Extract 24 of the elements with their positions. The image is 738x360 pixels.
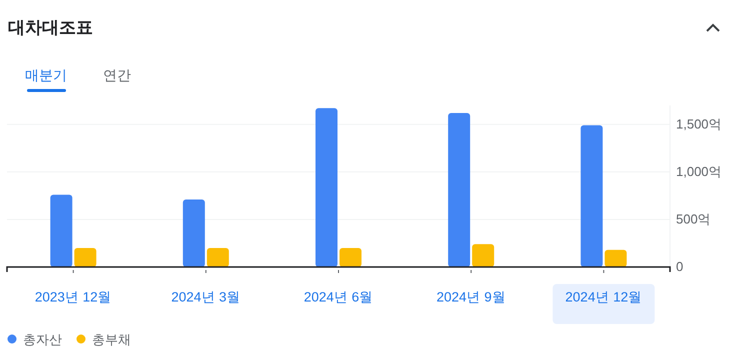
text: 매분기: [25, 67, 67, 83]
bar: [74, 248, 96, 267]
x-tick-label: 2024년 3월: [171, 290, 241, 305]
text: 연간: [103, 67, 131, 83]
legend-label: 총부채: [92, 332, 131, 347]
bar: [580, 125, 603, 267]
x-tick-label: 2024년 12월: [565, 290, 642, 305]
y-tick-label: 1,000억: [676, 164, 722, 180]
bar: [472, 244, 494, 267]
bar: [448, 112, 470, 267]
y-tick-label: 500억: [676, 212, 711, 227]
y-tick-label: 1,500억: [676, 116, 722, 132]
chart-title: 대차대조표: [8, 18, 93, 37]
x-tick-label: 2023년 12월: [34, 290, 112, 305]
legend-label: 총자산: [23, 332, 62, 347]
bar: [182, 199, 205, 267]
y-tick-label: 0: [676, 259, 684, 274]
x-tick-label: 2024년 9월: [436, 290, 506, 305]
bar: [340, 248, 362, 267]
bar: [604, 250, 627, 267]
bar: [316, 108, 338, 267]
bar: [206, 248, 229, 267]
x-tick-label: 2024년 6월: [304, 290, 374, 305]
bar: [50, 194, 72, 267]
